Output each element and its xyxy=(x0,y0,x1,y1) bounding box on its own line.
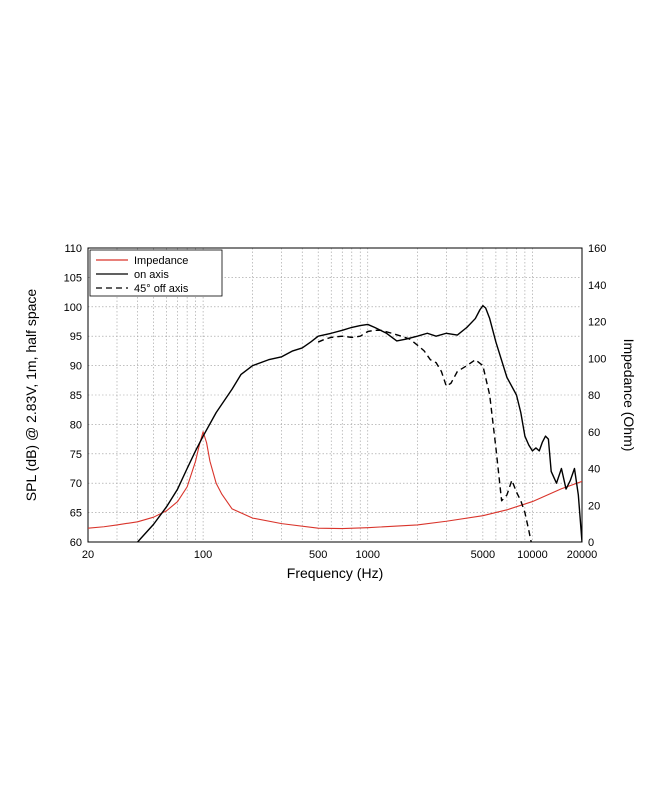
legend: Impedance on axis 45° off axis xyxy=(89,249,223,297)
x-axis-title: Frequency (Hz) xyxy=(287,565,383,581)
series-line-on-axis xyxy=(137,304,582,542)
right-y-axis-title: Impedance (Ohm) xyxy=(621,339,637,452)
left-y-axis-ticks: 60 65 70 75 80 85 90 95 100 105 110 xyxy=(64,243,82,549)
left-y-tick-label: 110 xyxy=(64,243,82,255)
legend-label-45-off-axis: 45° off axis xyxy=(134,283,189,295)
right-y-tick-label: 160 xyxy=(588,243,606,255)
left-y-tick-label: 75 xyxy=(70,449,82,461)
right-y-tick-label: 100 xyxy=(588,353,606,365)
left-y-tick-label: 100 xyxy=(64,302,82,314)
x-tick-label: 10000 xyxy=(517,549,548,561)
x-tick-label: 100 xyxy=(194,549,212,561)
x-tick-label: 1000 xyxy=(356,549,380,561)
left-y-tick-label: 90 xyxy=(70,361,82,373)
series-lines xyxy=(88,304,582,542)
series-line-impedance xyxy=(88,431,582,530)
x-tick-label: 500 xyxy=(309,549,327,561)
legend-label-on-axis: on axis xyxy=(134,269,169,281)
plot-frame xyxy=(87,247,583,543)
left-y-tick-label: 80 xyxy=(70,419,82,431)
right-y-tick-label: 20 xyxy=(588,500,600,512)
right-y-tick-label: 140 xyxy=(588,280,606,292)
left-y-tick-label: 65 xyxy=(70,508,82,520)
right-y-tick-label: 80 xyxy=(588,390,600,402)
right-y-tick-label: 0 xyxy=(588,537,594,549)
x-axis-ticks: 20 100 500 1000 5000 10000 20000 xyxy=(82,549,597,561)
left-y-tick-label: 85 xyxy=(70,390,82,402)
right-y-tick-label: 120 xyxy=(588,317,606,329)
x-tick-label: 20000 xyxy=(567,549,598,561)
right-y-tick-label: 40 xyxy=(588,464,600,476)
x-tick-label: 5000 xyxy=(471,549,495,561)
right-y-axis-ticks: 0 20 40 60 80 100 120 140 160 xyxy=(588,243,606,549)
series-line-45-off-axis xyxy=(317,329,532,542)
x-tick-label: 20 xyxy=(82,549,94,561)
left-y-tick-label: 105 xyxy=(64,272,82,284)
left-y-tick-label: 60 xyxy=(70,537,82,549)
left-y-tick-label: 70 xyxy=(70,478,82,490)
left-y-axis-title: SPL (dB) @ 2.83V, 1m, half space xyxy=(23,289,39,502)
legend-label-impedance: Impedance xyxy=(134,255,188,267)
left-y-tick-label: 95 xyxy=(70,331,82,343)
right-y-tick-label: 60 xyxy=(588,427,600,439)
